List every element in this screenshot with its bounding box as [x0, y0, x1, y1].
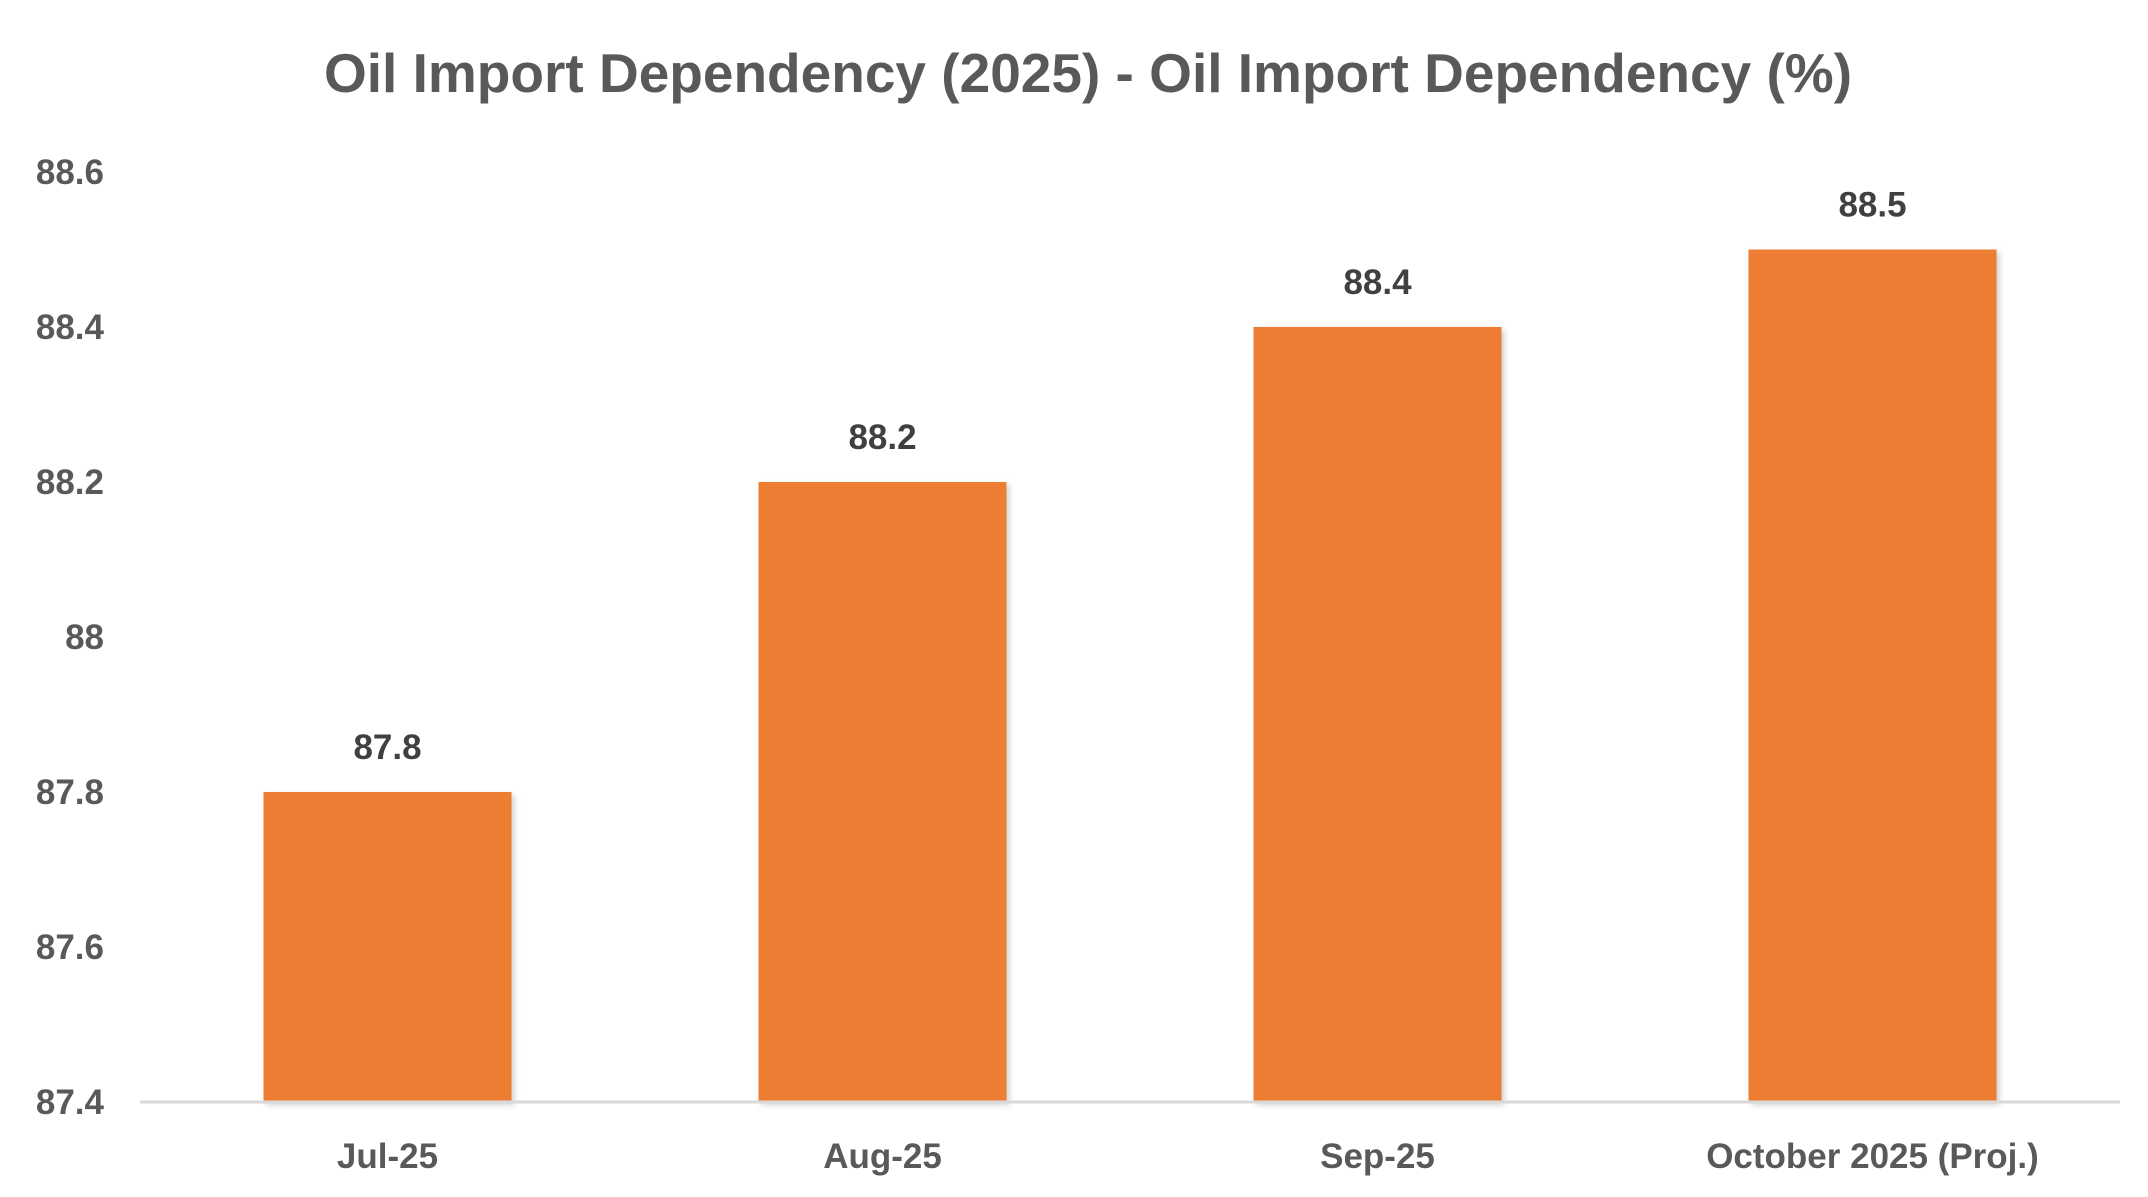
data-label: 88.4	[1343, 263, 1412, 302]
chart-title: Oil Import Dependency (2025) - Oil Impor…	[324, 42, 1852, 104]
data-label: 87.8	[353, 728, 421, 767]
bar	[263, 792, 512, 1102]
bar	[1253, 327, 1502, 1102]
y-tick-label: 87.6	[36, 928, 104, 967]
data-label: 88.5	[1838, 186, 1906, 225]
y-tick-label: 88.6	[36, 153, 104, 192]
x-tick-label: Aug-25	[823, 1137, 942, 1176]
bar	[1748, 249, 1997, 1102]
y-tick-label: 88.4	[36, 308, 105, 347]
y-tick-label: 88.2	[36, 463, 104, 502]
y-tick-label: 87.4	[36, 1083, 105, 1122]
bar	[758, 482, 1007, 1102]
bars	[263, 249, 1997, 1102]
x-tick-label: Jul-25	[337, 1137, 438, 1176]
data-labels: 87.8 88.2 88.4 88.5	[353, 186, 1906, 768]
y-tick-label: 88	[65, 618, 104, 657]
data-label: 88.2	[848, 418, 916, 457]
x-axis-labels: Jul-25 Aug-25 Sep-25 October 2025 (Proj.)	[337, 1137, 2039, 1176]
y-tick-label: 87.8	[36, 773, 104, 812]
x-tick-label: Sep-25	[1320, 1137, 1435, 1176]
x-tick-label: October 2025 (Proj.)	[1706, 1137, 2039, 1176]
y-axis-ticks: 87.4 87.6 87.8 88 88.2 88.4 88.6	[36, 153, 105, 1122]
